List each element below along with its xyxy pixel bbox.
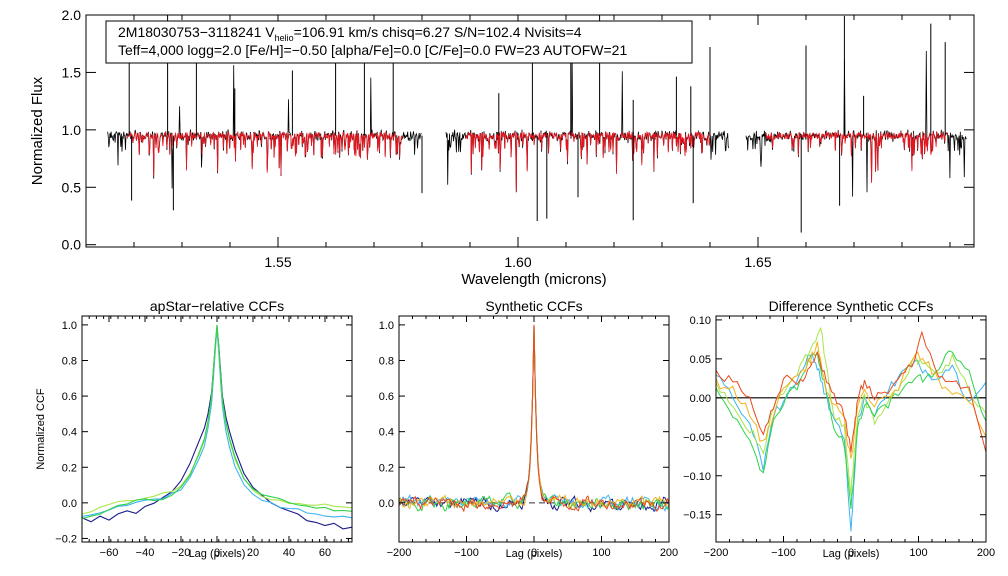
ccf1-ytick-label: 0.2 (62, 462, 77, 474)
ccf3-ytick-label: 0.10 (690, 315, 711, 327)
ccf3-plot-area (716, 326, 986, 532)
info-box-frame (105, 20, 693, 64)
ccf3-series-line (716, 330, 986, 453)
ccf1-ytick-label: −0.2 (55, 533, 77, 545)
ccf1-ytick-label: 0.8 (62, 355, 77, 367)
ccf3-xtick-label: −200 (704, 547, 729, 559)
ccf3-series-line (716, 350, 986, 510)
ccf1-xtick-label: 40 (283, 547, 295, 559)
spectrum-ytick-label: 0.0 (62, 237, 82, 253)
ccf3-xtick-label: 100 (909, 547, 927, 559)
ccf1-xtick-label: 0 (214, 547, 220, 559)
ccf1-series-line (82, 328, 352, 519)
ccf1-xtick-label: 60 (319, 547, 331, 559)
ccf2-ytick-label: 0.0 (379, 498, 394, 510)
ccf2-series-line (399, 324, 669, 510)
spectrum-info-box: 2M18030753−3118241 Vhelio=106.91 km/s ch… (105, 20, 693, 64)
ccf2-series-line (399, 324, 669, 512)
ccf2-xtick-label: 0 (531, 547, 537, 559)
spectrum-panel: 1.55 1.60 1.65 0.0 0.5 1.0 1.5 2.0 2M18030753−3… (29, 7, 975, 288)
ccf3-ytick-label: −0.05 (683, 432, 711, 444)
info-line-1-b: =106.91 km/s chisq=6.27 S/N=102.4 Nvisit… (294, 24, 582, 40)
spectrum-ytick-label: 1.5 (62, 64, 82, 80)
ccf2-ytick-label: 0.8 (379, 355, 394, 367)
ccf3-xtick-label: −100 (771, 547, 796, 559)
ccf1-ytick-label: 0.6 (62, 391, 77, 403)
ccf1-series-line (82, 324, 352, 520)
ccf3-ytick-label: −0.15 (683, 510, 711, 522)
ccf3-series-line (716, 326, 986, 496)
ccf3-ytick-label: 0.05 (690, 354, 711, 366)
ccf2-series-line (399, 324, 669, 513)
ccf2-xtick-label: −100 (454, 547, 479, 559)
ccf1-series-line (82, 324, 352, 515)
info-line-1-a: 2M18030753−3118241 V (118, 24, 275, 40)
ccf1-xtick-label: −60 (100, 547, 119, 559)
info-line-1: 2M18030753−3118241 Vhelio=106.91 km/s ch… (118, 24, 582, 43)
ccf3-title: Difference Synthetic CCFs (769, 298, 934, 314)
info-line-2: Teff=4,000 logg=2.0 [Fe/H]=−0.50 [alpha/… (118, 42, 627, 58)
ccf3-series-line (716, 341, 986, 459)
spectrum-y-label: Normalized Flux (29, 76, 46, 185)
ccf3-xtick-label: 0 (848, 547, 854, 559)
info-line-1-sub: helio (275, 33, 294, 43)
ccf1-xtick-label: 20 (247, 547, 259, 559)
model-spectrum-line (765, 130, 948, 183)
ccf2-ytick-label: 0.2 (379, 462, 394, 474)
model-spectrum-line (465, 130, 711, 192)
ccf3-ytick-label: 0.00 (690, 393, 711, 405)
ccf1-title: apStar−relative CCFs (150, 298, 284, 314)
ccf1-x-label: Lag (pixels) (189, 548, 246, 560)
ccf2-plot-area (399, 324, 669, 513)
ccf1-ytick-label: 0.0 (62, 498, 77, 510)
ccf2-xtick-label: 100 (592, 547, 610, 559)
ccf2-xtick-label: 200 (660, 547, 678, 559)
spectrum-x-label: Wavelength (microns) (461, 271, 606, 288)
observed-spectrum-line (445, 50, 730, 193)
ccf2-ytick-label: 1.0 (379, 320, 394, 332)
spectrum-ytick-label: 1.0 (62, 122, 82, 138)
spectrum-xtick-label: 1.65 (744, 254, 771, 270)
ccf2-x-label: Lag (pixels) (506, 548, 563, 560)
ccf1-axes-frame (81, 315, 353, 543)
ccf1-plot-area (82, 324, 352, 530)
observed-spectrum-line (107, 65, 422, 189)
ccf1-panel: apStar−relative CCFs −60 −40 −20 0 20 40 60 −0.… (35, 298, 353, 560)
ccf1-ytick-label: 0.4 (62, 427, 77, 439)
ccf2-ytick-label: 0.6 (379, 391, 394, 403)
spectrum-axes-frame (85, 14, 975, 248)
ccf1-y-label: Normalized CCF (35, 388, 47, 470)
ccf3-ytick-label: −0.10 (683, 471, 711, 483)
ccf3-ticks: −200 −100 0 100 200 −0.15 −0.10 −0.05 0.00 0.05 0.… (683, 315, 995, 559)
ccf2-series-line (399, 324, 669, 512)
spectrum-xtick-label: 1.55 (264, 254, 291, 270)
spectrum-ytick-label: 2.0 (62, 7, 82, 23)
observed-spectrum-line (745, 50, 967, 197)
ccf2-series-line (399, 324, 669, 513)
ccf2-xtick-label: −200 (387, 547, 412, 559)
ccf1-series-line (82, 326, 352, 530)
spectrum-ticks: 1.55 1.60 1.65 0.0 0.5 1.0 1.5 2.0 (62, 7, 974, 270)
ccf2-ytick-label: 0.4 (379, 427, 394, 439)
ccf2-ticks: −200 −100 0 100 200 0.0 0.2 0.4 0.6 0.8 1.0 (379, 316, 678, 559)
ccf3-x-label: Lag (pixels) (823, 548, 880, 560)
ccf3-panel: Difference Synthetic CCFs −200 −100 0 100 20… (683, 298, 995, 560)
ccf1-xtick-label: −40 (136, 547, 155, 559)
ccf2-panel: Synthetic CCFs −200 −100 0 100 200 0.0 0.2 0.4 0… (379, 298, 678, 560)
ccf1-ticks: −60 −40 −20 0 20 40 60 −0.2 0.0 0.2 0.4 0.6 0.8 1.0 (55, 316, 352, 559)
ccf3-xtick-label: 200 (977, 547, 995, 559)
ccf1-xtick-label: −20 (172, 547, 191, 559)
ccf2-title: Synthetic CCFs (485, 298, 582, 314)
spectrum-xtick-label: 1.60 (504, 254, 531, 270)
spectrum-ytick-label: 0.5 (62, 179, 82, 195)
ccf1-ytick-label: 1.0 (62, 320, 77, 332)
